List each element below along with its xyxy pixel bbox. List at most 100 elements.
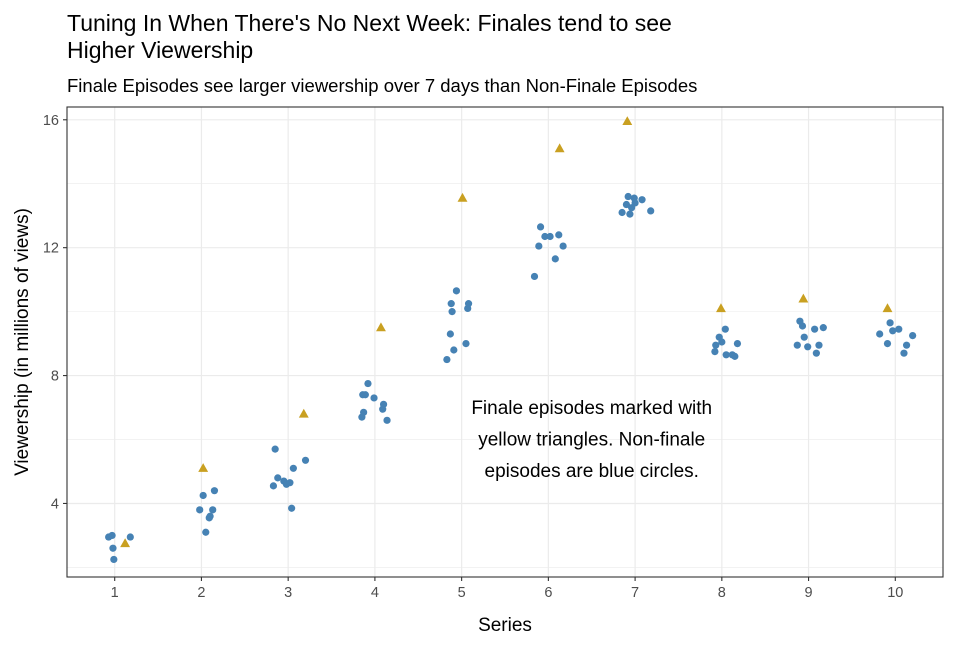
non-finale-point xyxy=(718,338,726,346)
non-finale-point xyxy=(876,330,884,338)
finale-point xyxy=(622,116,633,126)
non-finale-point xyxy=(447,300,455,308)
non-finale-point xyxy=(535,242,543,250)
finale-point xyxy=(298,408,309,418)
y-tick-label: 12 xyxy=(43,241,59,257)
data-points xyxy=(105,116,917,564)
non-finale-point xyxy=(722,351,730,359)
finale-point xyxy=(376,322,386,332)
non-finale-point xyxy=(895,325,903,333)
x-tick-label: 4 xyxy=(371,585,379,601)
non-finale-point xyxy=(202,528,210,536)
non-finale-point xyxy=(555,231,563,239)
non-finale-point xyxy=(269,482,278,490)
non-finale-point xyxy=(883,339,892,348)
non-finale-point xyxy=(199,491,207,500)
non-finale-point xyxy=(110,555,118,564)
non-finale-point xyxy=(379,400,388,408)
non-finale-point xyxy=(647,207,655,215)
chart-subtitle: Finale Episodes see larger viewership ov… xyxy=(67,75,697,96)
x-tick-label: 2 xyxy=(197,585,205,601)
finale-point xyxy=(198,463,209,472)
non-finale-point xyxy=(448,308,456,316)
non-finale-point xyxy=(209,506,217,514)
non-finale-point xyxy=(812,349,820,357)
non-finale-point xyxy=(618,208,626,217)
non-finale-point xyxy=(109,544,117,552)
non-finale-point xyxy=(206,512,214,520)
non-finale-point xyxy=(370,394,378,402)
non-finale-point xyxy=(551,255,559,263)
non-finale-point xyxy=(464,300,473,308)
annotation: Finale episodes marked with yellow triang… xyxy=(471,398,712,482)
y-tick-label: 16 xyxy=(43,113,59,129)
non-finale-point xyxy=(721,325,729,333)
non-finale-point xyxy=(711,347,719,356)
non-finale-point xyxy=(909,332,917,340)
annotation-line: episodes are blue circles. xyxy=(485,461,699,482)
non-finale-point xyxy=(886,319,894,327)
x-axis-title: Series xyxy=(478,615,532,636)
finale-point xyxy=(554,143,565,153)
x-tick-label: 9 xyxy=(805,585,813,601)
non-finale-point xyxy=(530,272,539,281)
non-finale-point xyxy=(301,456,310,464)
non-finale-point xyxy=(900,349,908,357)
non-finale-point xyxy=(462,339,470,348)
non-finale-point xyxy=(536,223,545,231)
non-finale-point xyxy=(210,487,219,495)
y-tick-label: 4 xyxy=(51,496,59,512)
non-finale-point xyxy=(622,200,631,209)
finale-point xyxy=(798,293,809,303)
non-finale-point xyxy=(819,324,827,332)
non-finale-point xyxy=(811,325,819,333)
non-finale-point xyxy=(559,242,567,250)
x-tick-label: 1 xyxy=(111,585,119,601)
x-tick-label: 10 xyxy=(887,585,903,601)
non-finale-point xyxy=(733,339,742,348)
non-finale-point xyxy=(624,192,632,201)
non-finale-point xyxy=(108,531,116,540)
finale-point xyxy=(882,303,893,313)
non-finale-point xyxy=(286,479,294,487)
non-finale-point xyxy=(446,330,454,338)
finale-point xyxy=(120,538,131,548)
non-finale-point xyxy=(793,341,801,349)
y-axis-title: Viewership (in millions of views) xyxy=(12,208,33,476)
non-finale-point xyxy=(126,533,134,541)
x-tick-label: 5 xyxy=(458,585,466,601)
grid-lines xyxy=(67,107,943,577)
non-finale-point xyxy=(452,287,461,295)
finale-point xyxy=(716,303,726,313)
non-finale-point xyxy=(902,341,911,349)
non-finale-point xyxy=(274,474,282,482)
non-finale-point xyxy=(450,346,458,354)
non-finale-point xyxy=(626,210,634,218)
non-finale-point xyxy=(289,464,297,472)
non-finale-point xyxy=(360,408,368,416)
non-finale-point xyxy=(631,199,639,207)
x-tick-label: 3 xyxy=(284,585,292,601)
non-finale-point xyxy=(798,322,807,330)
annotation-line: yellow triangles. Non-finale xyxy=(478,429,705,450)
finale-point xyxy=(457,192,468,202)
plot-panel-border xyxy=(66,106,944,578)
non-finale-point xyxy=(815,341,823,349)
non-finale-point xyxy=(364,379,372,388)
x-tick-label: 8 xyxy=(718,585,726,601)
non-finale-point xyxy=(731,352,739,360)
non-finale-point xyxy=(383,416,391,424)
non-finale-point xyxy=(361,391,369,399)
non-finale-point xyxy=(541,232,549,241)
chart-title-line-1: Tuning In When There's No Next Week: Fin… xyxy=(67,10,672,36)
non-finale-point xyxy=(712,341,720,349)
x-tick-label: 6 xyxy=(544,585,552,601)
annotation-line: Finale episodes marked with xyxy=(471,398,712,419)
non-finale-point xyxy=(196,506,204,514)
non-finale-point xyxy=(443,355,451,364)
non-finale-point xyxy=(800,333,808,341)
non-finale-point xyxy=(288,504,296,512)
